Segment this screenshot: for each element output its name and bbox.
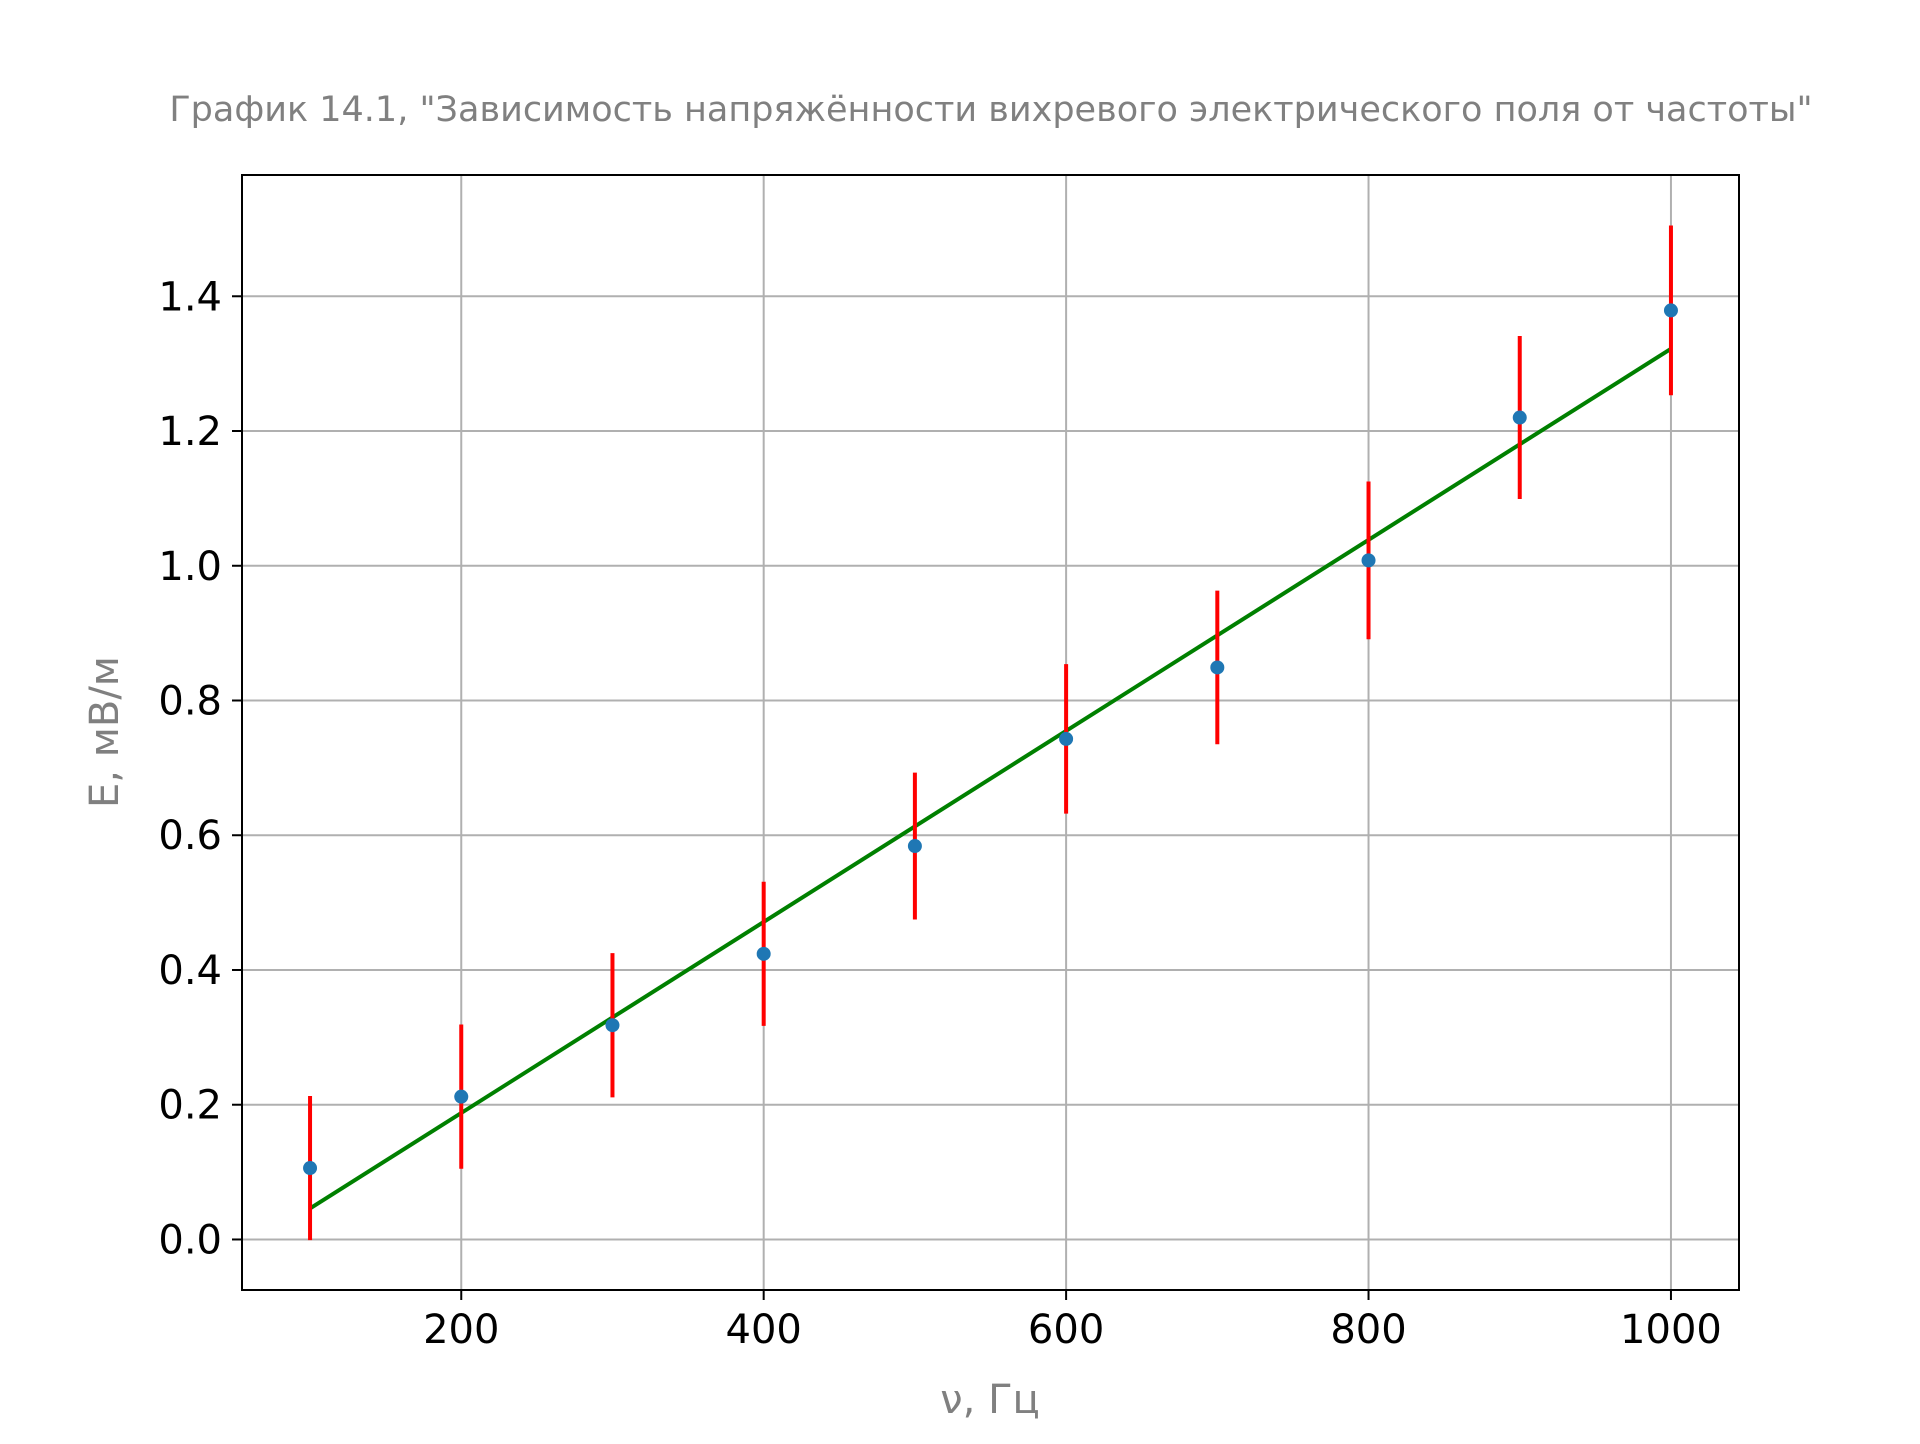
data-point — [756, 946, 771, 961]
y-tick-label: 0.8 — [158, 678, 222, 724]
x-tick-label: 200 — [423, 1307, 499, 1353]
y-axis-label: E, мВ/м — [82, 656, 128, 808]
y-tick-label: 1.4 — [158, 274, 222, 320]
tick-layer: 200 400 600 800 1000 0.0 0.2 0.4 0.6 0.8 1.0 1.2 1.4 — [158, 274, 1721, 1353]
data-point — [907, 839, 922, 854]
plot-frame — [241, 174, 1740, 1291]
chart-title: График 14.1, "Зависимость напряжённости … — [169, 90, 1812, 130]
fit-line — [308, 347, 1673, 1211]
x-axis-label: ν, Гц — [940, 1377, 1039, 1423]
y-tick-label: 0.4 — [158, 948, 222, 994]
x-tick-label: 800 — [1330, 1307, 1406, 1353]
data-point — [1059, 731, 1074, 746]
y-tick-label: 1.2 — [158, 409, 222, 455]
data-point — [454, 1089, 469, 1104]
y-tick-label: 0.2 — [158, 1083, 222, 1129]
data-point — [1663, 303, 1678, 318]
grid-layer — [242, 175, 1739, 1290]
fit-layer — [308, 347, 1673, 1211]
y-tick-label: 0.0 — [158, 1217, 222, 1263]
x-tick-label: 600 — [1028, 1307, 1104, 1353]
y-tick-label: 1.0 — [158, 544, 222, 590]
data-point — [303, 1161, 318, 1176]
data-point — [1210, 660, 1225, 675]
x-tick-label: 400 — [726, 1307, 802, 1353]
x-tick-label: 1000 — [1620, 1307, 1722, 1353]
data-point — [1512, 410, 1527, 425]
point-layer — [303, 303, 1678, 1176]
data-point — [1361, 553, 1376, 568]
y-tick-label: 0.6 — [158, 813, 222, 859]
data-point — [605, 1018, 620, 1033]
